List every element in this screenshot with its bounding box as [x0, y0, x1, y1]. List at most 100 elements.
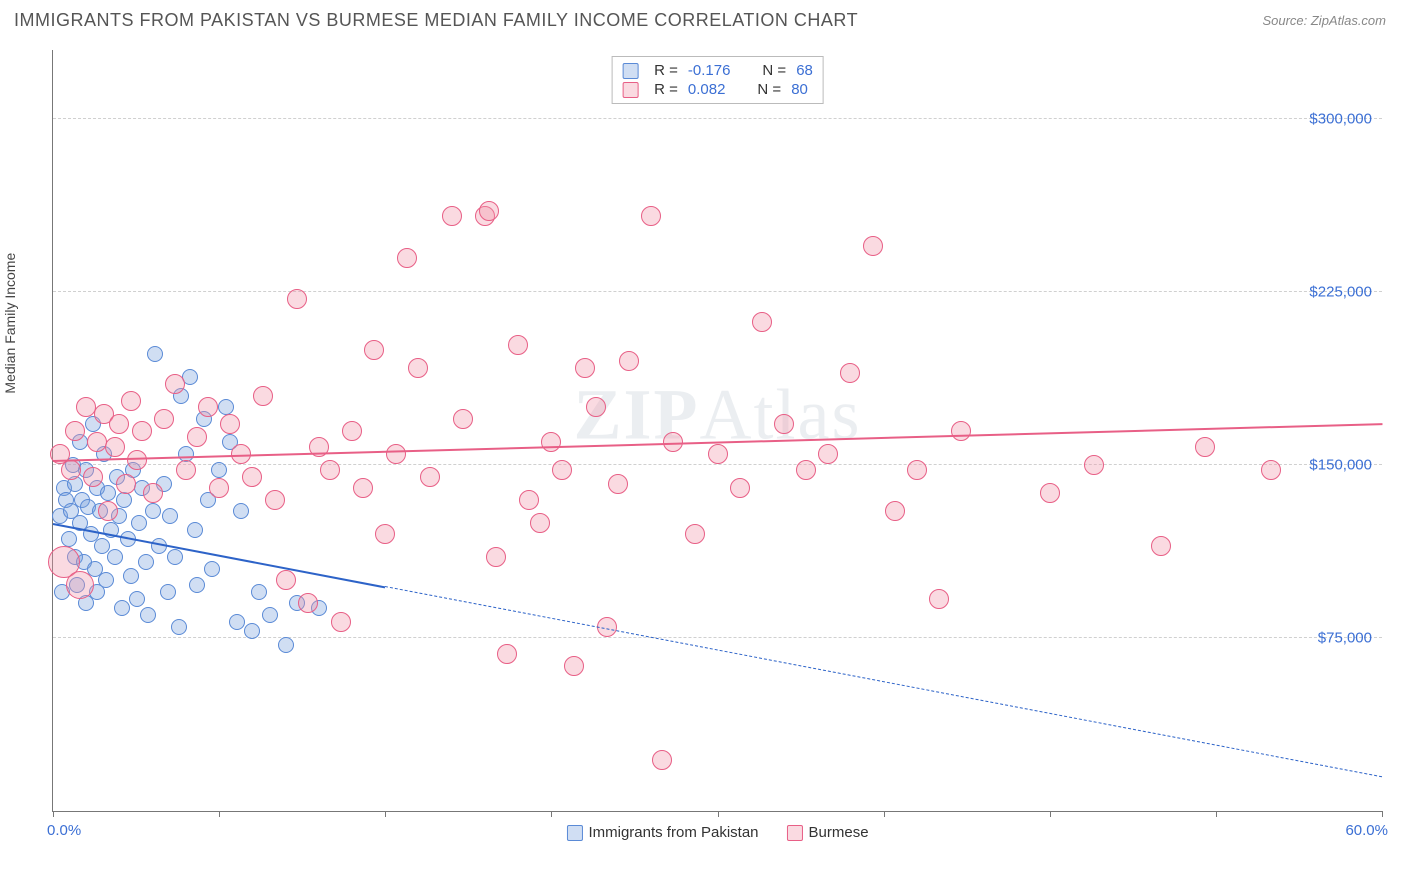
x-min-label: 0.0% — [47, 822, 81, 839]
scatter-point-burmese — [885, 501, 905, 521]
scatter-point-burmese — [87, 432, 107, 452]
scatter-point-burmese — [116, 474, 136, 494]
scatter-point-burmese — [364, 340, 384, 360]
scatter-point-burmese — [685, 524, 705, 544]
source-prefix: Source: — [1262, 13, 1310, 28]
gridline-h — [53, 464, 1382, 465]
x-tick — [884, 811, 885, 817]
scatter-point-burmese — [708, 444, 728, 464]
y-tick-label: $75,000 — [1318, 630, 1372, 647]
scatter-point-pakistan — [147, 346, 163, 362]
scatter-point-burmese — [641, 206, 661, 226]
scatter-point-pakistan — [189, 577, 205, 593]
scatter-point-burmese — [331, 612, 351, 632]
plot-area: ZIPAtlas R = -0.176N = 68R = 0.082N = 80… — [52, 50, 1382, 812]
scatter-point-burmese — [497, 644, 517, 664]
series-legend: Immigrants from Pakistan Burmese — [566, 824, 868, 841]
y-tick-label: $300,000 — [1309, 111, 1372, 128]
scatter-point-burmese — [220, 414, 240, 434]
legend-swatch-pakistan — [566, 825, 582, 841]
scatter-point-pakistan — [116, 492, 132, 508]
scatter-point-burmese — [209, 478, 229, 498]
scatter-point-burmese — [486, 547, 506, 567]
scatter-point-pakistan — [211, 462, 227, 478]
legend-swatch-burmese — [787, 825, 803, 841]
scatter-point-pakistan — [145, 503, 161, 519]
scatter-point-burmese — [840, 363, 860, 383]
scatter-point-pakistan — [114, 600, 130, 616]
stats-n-label: N = — [762, 62, 786, 79]
scatter-point-burmese — [818, 444, 838, 464]
stats-r-label: R = — [654, 81, 678, 98]
x-tick — [1382, 811, 1383, 817]
scatter-point-burmese — [530, 513, 550, 533]
legend-item-pakistan: Immigrants from Pakistan — [566, 824, 758, 841]
x-tick — [53, 811, 54, 817]
scatter-point-pakistan — [107, 549, 123, 565]
scatter-point-burmese — [652, 750, 672, 770]
correlation-stats-box: R = -0.176N = 68R = 0.082N = 80 — [611, 56, 824, 104]
scatter-point-burmese — [265, 490, 285, 510]
y-tick-label: $225,000 — [1309, 284, 1372, 301]
scatter-point-burmese — [863, 236, 883, 256]
scatter-point-burmese — [774, 414, 794, 434]
scatter-point-pakistan — [233, 503, 249, 519]
scatter-point-burmese — [66, 571, 94, 599]
scatter-point-burmese — [907, 460, 927, 480]
scatter-point-pakistan — [278, 637, 294, 653]
stats-n-label: N = — [757, 81, 781, 98]
scatter-point-burmese — [298, 593, 318, 613]
chart-container: Median Family Income ZIPAtlas R = -0.176… — [14, 40, 1392, 872]
scatter-point-pakistan — [187, 522, 203, 538]
scatter-point-pakistan — [61, 531, 77, 547]
stats-swatch-burmese — [622, 82, 638, 98]
scatter-point-pakistan — [98, 572, 114, 588]
scatter-point-burmese — [508, 335, 528, 355]
scatter-point-pakistan — [160, 584, 176, 600]
scatter-point-pakistan — [251, 584, 267, 600]
scatter-point-burmese — [1084, 455, 1104, 475]
scatter-point-pakistan — [140, 607, 156, 623]
scatter-point-pakistan — [171, 619, 187, 635]
scatter-point-burmese — [796, 460, 816, 480]
trend-line-pakistan-extrapolated — [385, 586, 1382, 777]
scatter-point-burmese — [242, 467, 262, 487]
x-tick — [551, 811, 552, 817]
scatter-point-burmese — [951, 421, 971, 441]
scatter-point-burmese — [276, 570, 296, 590]
source-name: ZipAtlas.com — [1311, 13, 1386, 28]
scatter-point-burmese — [575, 358, 595, 378]
gridline-h — [53, 118, 1382, 119]
scatter-point-burmese — [176, 460, 196, 480]
source-credit: Source: ZipAtlas.com — [1262, 13, 1386, 28]
stats-r-value: 0.082 — [688, 81, 726, 98]
scatter-point-burmese — [541, 432, 561, 452]
x-tick — [718, 811, 719, 817]
scatter-point-burmese — [320, 460, 340, 480]
stats-row-pakistan: R = -0.176N = 68 — [622, 61, 813, 80]
legend-label: Burmese — [809, 824, 869, 841]
scatter-point-pakistan — [167, 549, 183, 565]
scatter-point-burmese — [65, 421, 85, 441]
scatter-point-burmese — [105, 437, 125, 457]
scatter-point-burmese — [752, 312, 772, 332]
chart-header: IMMIGRANTS FROM PAKISTAN VS BURMESE MEDI… — [0, 0, 1406, 37]
scatter-point-pakistan — [94, 538, 110, 554]
scatter-point-burmese — [552, 460, 572, 480]
scatter-point-burmese — [1151, 536, 1171, 556]
scatter-point-pakistan — [123, 568, 139, 584]
scatter-point-burmese — [342, 421, 362, 441]
scatter-point-pakistan — [262, 607, 278, 623]
scatter-point-burmese — [187, 427, 207, 447]
scatter-point-burmese — [453, 409, 473, 429]
scatter-point-burmese — [143, 483, 163, 503]
x-tick — [385, 811, 386, 817]
scatter-point-burmese — [253, 386, 273, 406]
scatter-point-burmese — [165, 374, 185, 394]
scatter-point-burmese — [109, 414, 129, 434]
scatter-point-burmese — [442, 206, 462, 226]
scatter-point-pakistan — [204, 561, 220, 577]
scatter-point-burmese — [375, 524, 395, 544]
scatter-point-burmese — [929, 589, 949, 609]
scatter-point-burmese — [479, 201, 499, 221]
